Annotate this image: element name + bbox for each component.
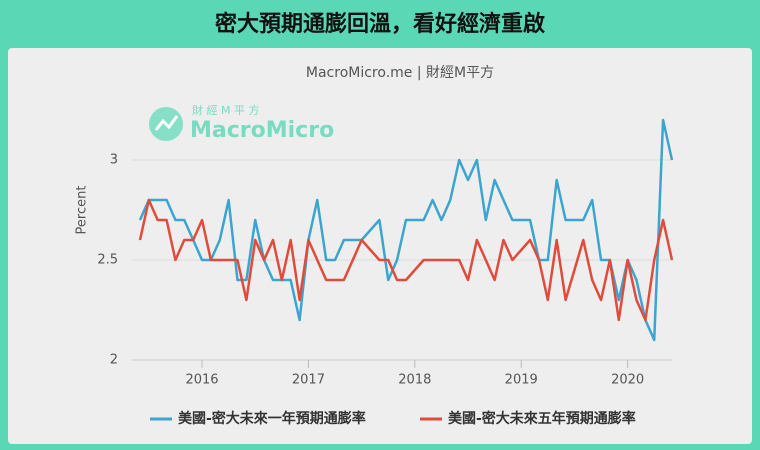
x-tick-label: 2016 bbox=[185, 373, 218, 388]
y-tick-label: 2 bbox=[110, 353, 118, 368]
x-tick-label: 2017 bbox=[292, 373, 325, 388]
legend-label: 美國-密大未來五年預期通膨率 bbox=[448, 410, 636, 427]
watermark-top: 財 經 M 平 方 bbox=[192, 103, 259, 117]
subtitle: MacroMicro.me | 財經M平方 bbox=[306, 65, 494, 81]
chart-title: 密大預期通膨回溫，看好經濟重啟 bbox=[215, 11, 545, 37]
title-bar bbox=[0, 0, 760, 46]
logo-icon-line bbox=[154, 115, 179, 131]
series-line bbox=[138, 118, 674, 342]
legend-label: 美國-密大未來一年預期通膨率 bbox=[178, 410, 366, 427]
x-tick-label: 2020 bbox=[611, 373, 644, 388]
series-line bbox=[138, 198, 674, 322]
y-tick-label: 2.5 bbox=[97, 253, 118, 268]
y-tick-label: 3 bbox=[110, 153, 118, 168]
y-axis-label: Percent bbox=[75, 186, 90, 235]
watermark-brand: MacroMicro bbox=[190, 118, 334, 143]
x-tick-label: 2019 bbox=[505, 373, 538, 388]
card bbox=[8, 48, 752, 444]
x-tick-label: 2018 bbox=[398, 373, 431, 388]
